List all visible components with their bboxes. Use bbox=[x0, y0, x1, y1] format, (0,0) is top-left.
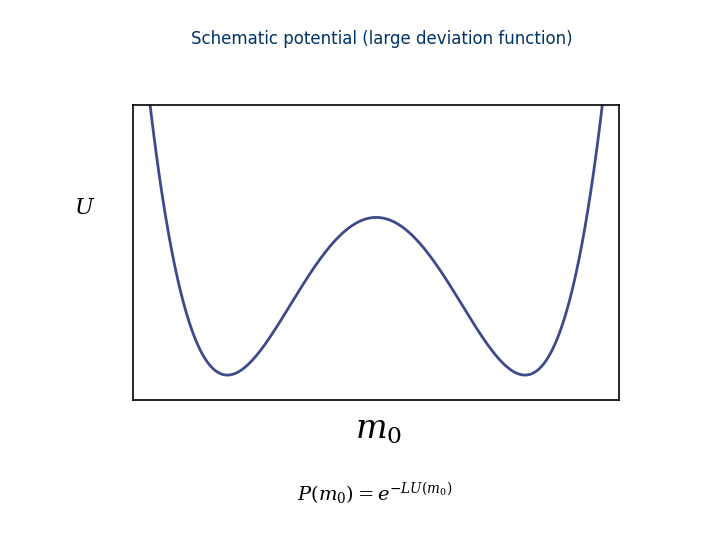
Text: $\mathit{m}_0$: $\mathit{m}_0$ bbox=[354, 413, 402, 446]
Text: $U$: $U$ bbox=[74, 197, 95, 219]
Text: Schematic potential (large deviation function): Schematic potential (large deviation fun… bbox=[191, 30, 572, 48]
Text: $P(m_0) = e^{-LU(m_0)}$: $P(m_0) = e^{-LU(m_0)}$ bbox=[297, 481, 452, 507]
